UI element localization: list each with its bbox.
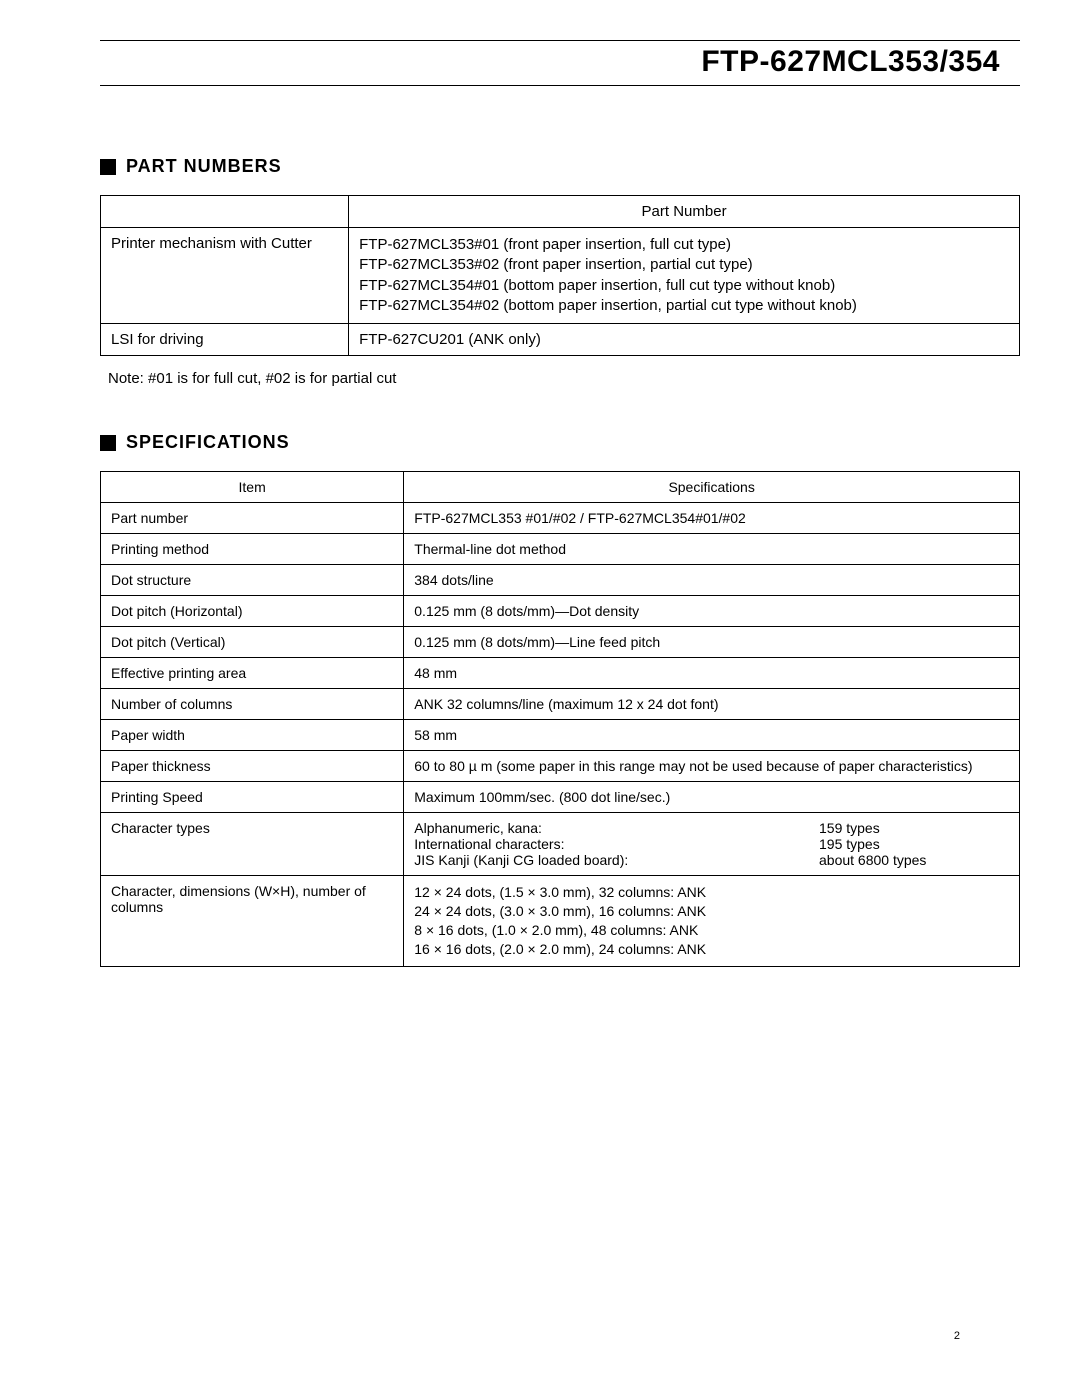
- page-number: 2: [954, 1330, 960, 1342]
- table-cell: Thermal-line dot method: [404, 534, 1020, 565]
- table-cell: [101, 196, 349, 228]
- table-cell: Effective printing area: [101, 658, 404, 689]
- table-row: LSI for driving FTP-627CU201 (ANK only): [101, 324, 1020, 356]
- table-header: Specifications: [404, 472, 1020, 503]
- table-cell: Printing method: [101, 534, 404, 565]
- section-part-numbers-head: PART NUMBERS: [100, 156, 1020, 177]
- table-row: Paper thickness60 to 80 µ m (some paper …: [101, 751, 1020, 782]
- table-row: Printing methodThermal-line dot method: [101, 534, 1020, 565]
- table-cell: Dot pitch (Horizontal): [101, 596, 404, 627]
- bullet-square-icon: [100, 435, 116, 451]
- table-cell: 48 mm: [404, 658, 1020, 689]
- table-cell: FTP-627CU201 (ANK only): [349, 324, 1020, 356]
- table-cell: 0.125 mm (8 dots/mm)—Dot density: [404, 596, 1020, 627]
- part-numbers-table: Part Number Printer mechanism with Cutte…: [100, 195, 1020, 356]
- table-cell: Part number: [101, 503, 404, 534]
- table-cell: Printing Speed: [101, 782, 404, 813]
- char-type-label: JIS Kanji (Kanji CG loaded board):: [414, 852, 819, 868]
- table-row: Paper width58 mm: [101, 720, 1020, 751]
- table-cell: Number of columns: [101, 689, 404, 720]
- table-cell: Alphanumeric, kana:159 types Internation…: [404, 813, 1020, 876]
- table-header: Part Number: [349, 196, 1020, 228]
- table-cell: Maximum 100mm/sec. (800 dot line/sec.): [404, 782, 1020, 813]
- table-cell: Character types: [101, 813, 404, 876]
- table-row: Number of columnsANK 32 columns/line (ma…: [101, 689, 1020, 720]
- table-header: Item: [101, 472, 404, 503]
- table-row: Dot pitch (Horizontal)0.125 mm (8 dots/m…: [101, 596, 1020, 627]
- table-cell: Printer mechanism with Cutter: [101, 228, 349, 324]
- char-type-value: about 6800 types: [819, 852, 1009, 868]
- char-type-label: International characters:: [414, 836, 819, 852]
- specifications-table: Item Specifications Part numberFTP-627MC…: [100, 471, 1020, 967]
- table-row: Character types Alphanumeric, kana:159 t…: [101, 813, 1020, 876]
- table-cell: 384 dots/line: [404, 565, 1020, 596]
- table-cell: Character, dimensions (W×H), number of c…: [101, 876, 404, 967]
- top-rule: [100, 40, 1020, 41]
- table-cell: ANK 32 columns/line (maximum 12 x 24 dot…: [404, 689, 1020, 720]
- char-type-value: 159 types: [819, 820, 1009, 836]
- table-row: Effective printing area48 mm: [101, 658, 1020, 689]
- section-specifications-head: SPECIFICATIONS: [100, 432, 1020, 453]
- table-cell: LSI for driving: [101, 324, 349, 356]
- table-cell: Dot structure: [101, 565, 404, 596]
- table-cell: 60 to 80 µ m (some paper in this range m…: [404, 751, 1020, 782]
- table-row: Character, dimensions (W×H), number of c…: [101, 876, 1020, 967]
- table-cell: Paper thickness: [101, 751, 404, 782]
- doc-title: FTP-627MCL353/354: [100, 45, 1000, 79]
- table-row: Printer mechanism with Cutter FTP-627MCL…: [101, 228, 1020, 324]
- table-cell: FTP-627MCL353#01 (front paper insertion,…: [349, 228, 1020, 324]
- table-row: Dot structure384 dots/line: [101, 565, 1020, 596]
- bullet-square-icon: [100, 159, 116, 175]
- part-numbers-note: Note: #01 is for full cut, #02 is for pa…: [100, 370, 1020, 387]
- table-cell: 0.125 mm (8 dots/mm)—Line feed pitch: [404, 627, 1020, 658]
- table-row: Dot pitch (Vertical)0.125 mm (8 dots/mm)…: [101, 627, 1020, 658]
- table-cell: 12 × 24 dots, (1.5 × 3.0 mm), 32 columns…: [404, 876, 1020, 967]
- table-row: Printing SpeedMaximum 100mm/sec. (800 do…: [101, 782, 1020, 813]
- table-cell: Paper width: [101, 720, 404, 751]
- table-row: Part numberFTP-627MCL353 #01/#02 / FTP-6…: [101, 503, 1020, 534]
- table-cell: FTP-627MCL353 #01/#02 / FTP-627MCL354#01…: [404, 503, 1020, 534]
- section-title-specifications: SPECIFICATIONS: [126, 432, 290, 453]
- char-type-value: 195 types: [819, 836, 1009, 852]
- table-row: Item Specifications: [101, 472, 1020, 503]
- table-cell: 58 mm: [404, 720, 1020, 751]
- char-type-label: Alphanumeric, kana:: [414, 820, 819, 836]
- section-title-part-numbers: PART NUMBERS: [126, 156, 282, 177]
- table-cell: Dot pitch (Vertical): [101, 627, 404, 658]
- title-rule: [100, 85, 1020, 86]
- table-row: Part Number: [101, 196, 1020, 228]
